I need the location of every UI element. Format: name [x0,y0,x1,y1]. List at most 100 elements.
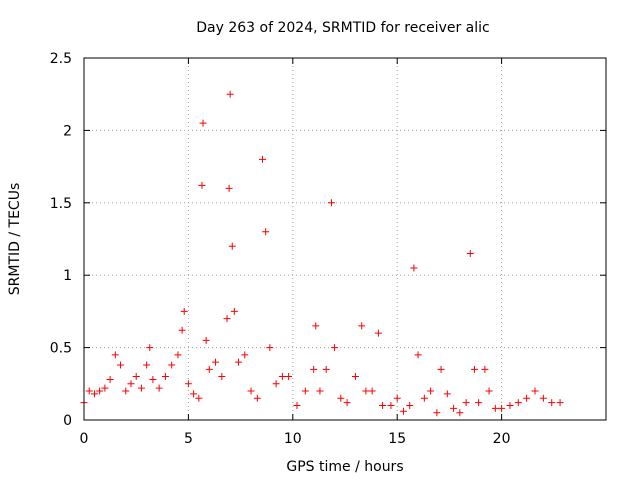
data-point [223,315,231,323]
data-point [427,387,435,395]
data-point [514,399,522,407]
data-point [262,228,270,236]
data-point [523,394,531,402]
data-point [466,249,474,257]
data-point [462,399,470,407]
data-point [399,407,407,415]
data-point [420,394,428,402]
data-point [387,402,395,410]
grid-layer [84,58,606,420]
data-point [228,242,236,250]
data-point [331,344,339,352]
data-point [548,399,556,407]
data-point [368,387,376,395]
data-point [259,155,267,163]
data-point [226,90,234,98]
data-point [351,373,359,381]
data-point [358,322,366,330]
data-point [285,373,293,381]
data-point [485,387,493,395]
x-axis-label: GPS time / hours [286,459,403,475]
data-point [235,358,243,366]
y-tick-label: 2.5 [50,51,72,67]
data-point [195,394,203,402]
data-point [225,184,233,192]
data-point [322,365,330,373]
data-point [475,399,483,407]
data-point [155,384,163,392]
x-tick-label: 15 [388,431,406,447]
data-point [337,394,345,402]
data-point [556,399,564,407]
data-point [218,373,226,381]
data-point [433,409,441,417]
data-point [117,361,125,369]
data-point [111,351,119,359]
y-tick-label: 1.5 [50,196,72,212]
y-tick-label: 0 [63,413,72,429]
data-point [96,387,104,395]
data-point [106,375,114,383]
data-point [253,394,261,402]
data-point [437,365,445,373]
data-point [450,404,458,412]
data-point [531,387,539,395]
data-point [180,307,188,315]
x-tick-label: 10 [284,431,302,447]
data-point [272,380,280,388]
data-point [266,344,274,352]
data-point [316,387,324,395]
data-point [205,365,213,373]
data-point [212,358,220,366]
data-point [127,380,135,388]
data-point [327,199,335,207]
data-point [362,387,370,395]
data-point [90,390,98,398]
data-point [410,264,418,272]
data-point [414,351,422,359]
data-point [312,322,320,330]
data-point [190,390,198,398]
data-point [310,365,318,373]
data-point [456,409,464,417]
data-point [149,375,157,383]
data-point [278,373,286,381]
data-point [247,387,255,395]
x-tick-label: 20 [493,431,511,447]
data-point [174,351,182,359]
data-point [379,402,387,410]
data-marks [80,90,564,417]
data-point [202,336,210,344]
data-point [374,329,382,337]
data-point [122,387,130,395]
data-point [393,394,401,402]
data-point [161,373,169,381]
x-tick-label: 5 [184,431,193,447]
x-tick-label: 0 [80,431,89,447]
data-point [406,402,414,410]
data-point [137,384,145,392]
data-point [241,351,249,359]
data-point [293,402,301,410]
data-point [506,402,514,410]
data-point [168,361,176,369]
data-point [470,365,478,373]
data-point [481,365,489,373]
data-point [143,361,151,369]
data-point [184,380,192,388]
data-point [539,394,547,402]
data-point [491,404,499,412]
data-point [101,384,109,392]
data-point [443,390,451,398]
axis-layer: 0 5 10 15 20 0 0.5 1 1.5 2 2.5 [50,51,606,447]
y-tick-label: 0.5 [50,341,72,357]
chart-title: Day 263 of 2024, SRMTID for receiver ali… [196,20,489,36]
data-point [498,404,506,412]
plot-frame [83,57,607,421]
data-point [178,326,186,334]
data-point [85,387,93,395]
data-point [343,399,351,407]
data-point [301,387,309,395]
y-axis-label: SRMTID / TECUs [7,183,23,296]
